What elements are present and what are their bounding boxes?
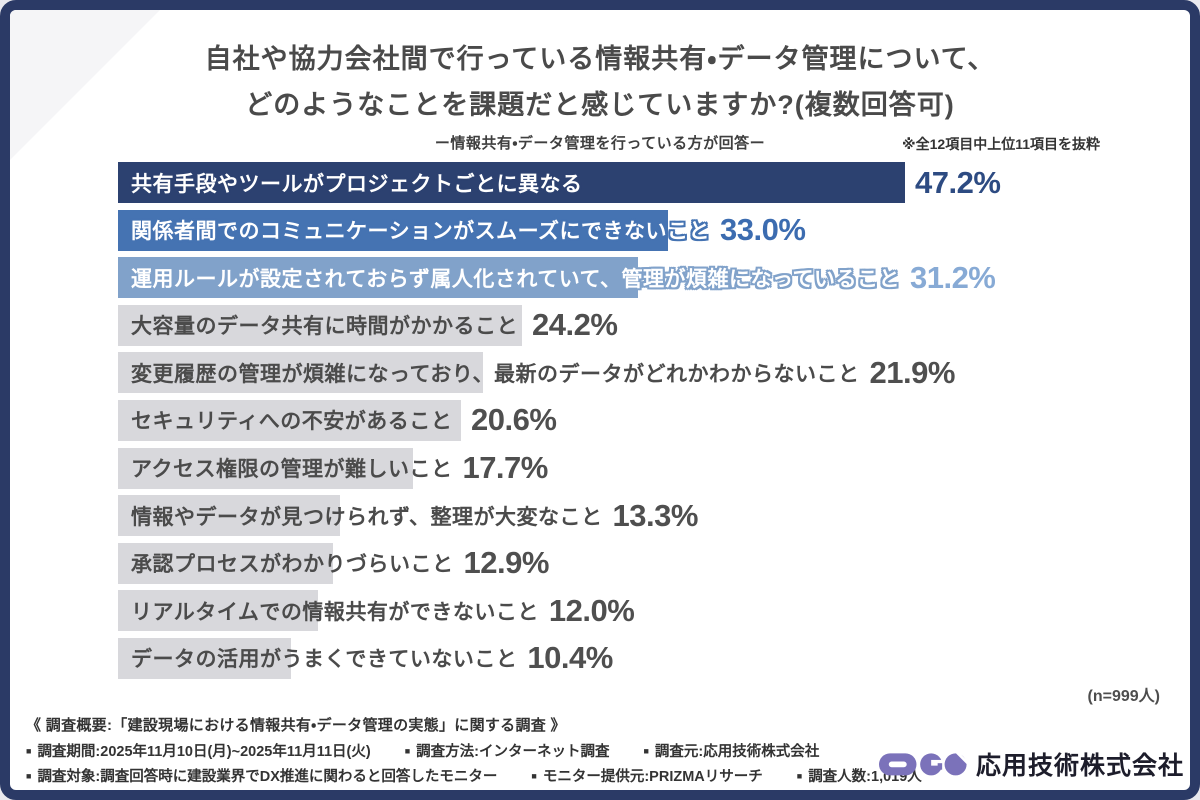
survey-meta-line-1: ■ 調査期間:2025年11月10日(月)~2025年11月11日(火) ■ 調査方法… (26, 740, 819, 761)
bar-fill (118, 257, 638, 299)
bar-row: 承認プロセスがわかりづらいこと 12.9% (118, 542, 1183, 584)
bar-value: 10.4% (527, 640, 613, 676)
survey-meta-item: ■ 調査対象:調査回答時に建設業界でDX推進に関わると回答したモニター (26, 765, 497, 786)
bullet-square-icon: ■ (26, 745, 32, 756)
bar-value: 20.6% (471, 402, 557, 438)
bar-fill (118, 209, 668, 251)
bullet-square-icon: ■ (26, 770, 32, 781)
bar-label: 共有手段やツールがプロジェクトごとに異なる (131, 172, 583, 196)
bar-label: アクセス権限の管理が難しいこと (131, 458, 453, 482)
bullet-square-icon: ■ (796, 770, 803, 781)
corner-decoration (10, 10, 160, 160)
bar-fill (118, 447, 413, 489)
company-logo-icon (878, 749, 967, 776)
bar-chart: 共有手段やツールがプロジェクトごとに異なる 47.2% 関係者間でのコミュニケーショ… (118, 162, 1183, 686)
bar-label: 関係者間でのコミュニケーションがスムーズにできないこと (131, 220, 711, 244)
bar-row: セキュリティへの不安があること 20.6% (118, 399, 1183, 441)
bar-row: 変更履歴の管理が煩雑になっており、最新のデータがどれかわからないこと 21.9% (118, 352, 1183, 394)
subtitle: ー情報共有・データ管理を行っている方が回答ー (434, 135, 766, 152)
bar-label: 大容量のデータ共有に時間がかかること (131, 315, 518, 339)
survey-meta-item: ■ 調査方法:インターネット調査 (405, 740, 610, 761)
bar-fill (118, 637, 291, 679)
bar-row: 関係者間でのコミュニケーションがスムーズにできないこと 33.0% (118, 209, 1183, 251)
bar-fill (118, 399, 461, 441)
survey-meta-text: 調査対象:調査回答時に建設業界でDX推進に関わると回答したモニター (37, 769, 498, 785)
bar-label: 情報やデータが見つけられず、整理が大変なこと (131, 505, 603, 529)
survey-meta-line-2: ■ 調査対象:調査回答時に建設業界でDX推進に関わると回答したモニター ■ モニター提… (26, 765, 922, 786)
survey-meta-text: 調査方法:インターネット調査 (416, 744, 610, 760)
bar-value: 12.9% (463, 545, 550, 581)
bar-row: 大容量のデータ共有に時間がかかること 24.2% (118, 304, 1183, 346)
bar-fill (118, 304, 522, 346)
bar-label: 運用ルールが設定されておらず属人化されていて、管理が煩雑になっていること (131, 267, 900, 291)
bullet-square-icon: ■ (531, 770, 537, 781)
subtitle-row: ー情報共有・データ管理を行っている方が回答ー ※全12項目中上位11項目を抜粋 (10, 132, 1190, 156)
survey-meta-text: 調査期間:2025年11月10日(月)~2025年11月11日(火) (37, 744, 371, 760)
bar-value: 17.7% (462, 450, 548, 486)
company-logo: 応用技術株式会社 (878, 746, 1184, 782)
survey-meta-text: 調査元:応用技術株式会社 (654, 744, 820, 760)
bar-label: セキュリティへの不安があること (131, 410, 453, 434)
survey-meta-item: ■ 調査元:応用技術株式会社 (643, 740, 819, 761)
bar-row: 共有手段やツールがプロジェクトごとに異なる 47.2% (118, 162, 1183, 203)
excerpt-note: ※全12項目中上位11項目を抜粋 (902, 136, 1100, 152)
title-line-1: 自社や協力会社間で行っている情報共有・データ管理について、 (204, 44, 996, 74)
bar-label: 変更履歴の管理が煩雑になっており、最新のデータがどれかわからないこと (131, 362, 860, 386)
bar-label: データの活用がうまくできていないこと (131, 648, 518, 672)
survey-meta-item: ■ モニター提供元:PRIZMAリサーチ (531, 765, 762, 786)
survey-meta-text: モニター提供元:PRIZMAリサーチ (542, 769, 763, 785)
title-line-2: どのようなことを課題だと感じていますか?(複数回答可) (245, 90, 955, 121)
bar-fill (118, 542, 333, 584)
bar-row: リアルタイムでの情報共有ができないこと 12.0% (118, 590, 1183, 632)
bar-value: 47.2% (915, 164, 1001, 200)
page-title: 自社や協力会社間で行っている情報共有・データ管理について、 どのようなことを課題… (10, 36, 1190, 129)
bar-value: 31.2% (909, 259, 996, 295)
bar-value: 21.9% (869, 354, 955, 390)
bar-label: 承認プロセスがわかりづらいこと (131, 553, 454, 577)
survey-overview-heading: 《 調査概要:「建設現場における情報共有・データ管理の実態」に関する調査 》 (26, 717, 566, 734)
survey-meta-item: ■ 調査期間:2025年11月10日(月)~2025年11月11日(火) (26, 740, 371, 761)
company-name: 応用技術株式会社 (975, 752, 1184, 780)
bar-fill (118, 162, 905, 203)
bar-fill (118, 590, 318, 632)
bullet-square-icon: ■ (404, 745, 411, 756)
bar-label: リアルタイムでの情報共有ができないこと (131, 600, 539, 624)
bar-row: アクセス権限の管理が難しいこと 17.7% (118, 447, 1183, 489)
bar-row: データの活用がうまくできていないこと 10.4% (118, 637, 1183, 679)
bar-row: 情報やデータが見つけられず、整理が大変なこと 13.3% (118, 495, 1183, 537)
bar-value: 33.0% (720, 212, 806, 248)
bar-value: 12.0% (548, 592, 635, 628)
bar-fill (118, 495, 340, 537)
bar-value: 13.3% (612, 497, 699, 533)
bar-fill (118, 352, 483, 394)
bar-value: 24.2% (532, 307, 618, 343)
bullet-square-icon: ■ (643, 745, 649, 756)
sample-size-note: (n=999人) (1087, 688, 1160, 705)
bar-row: 運用ルールが設定されておらず属人化されていて、管理が煩雑になっていること 31.2… (118, 257, 1183, 299)
